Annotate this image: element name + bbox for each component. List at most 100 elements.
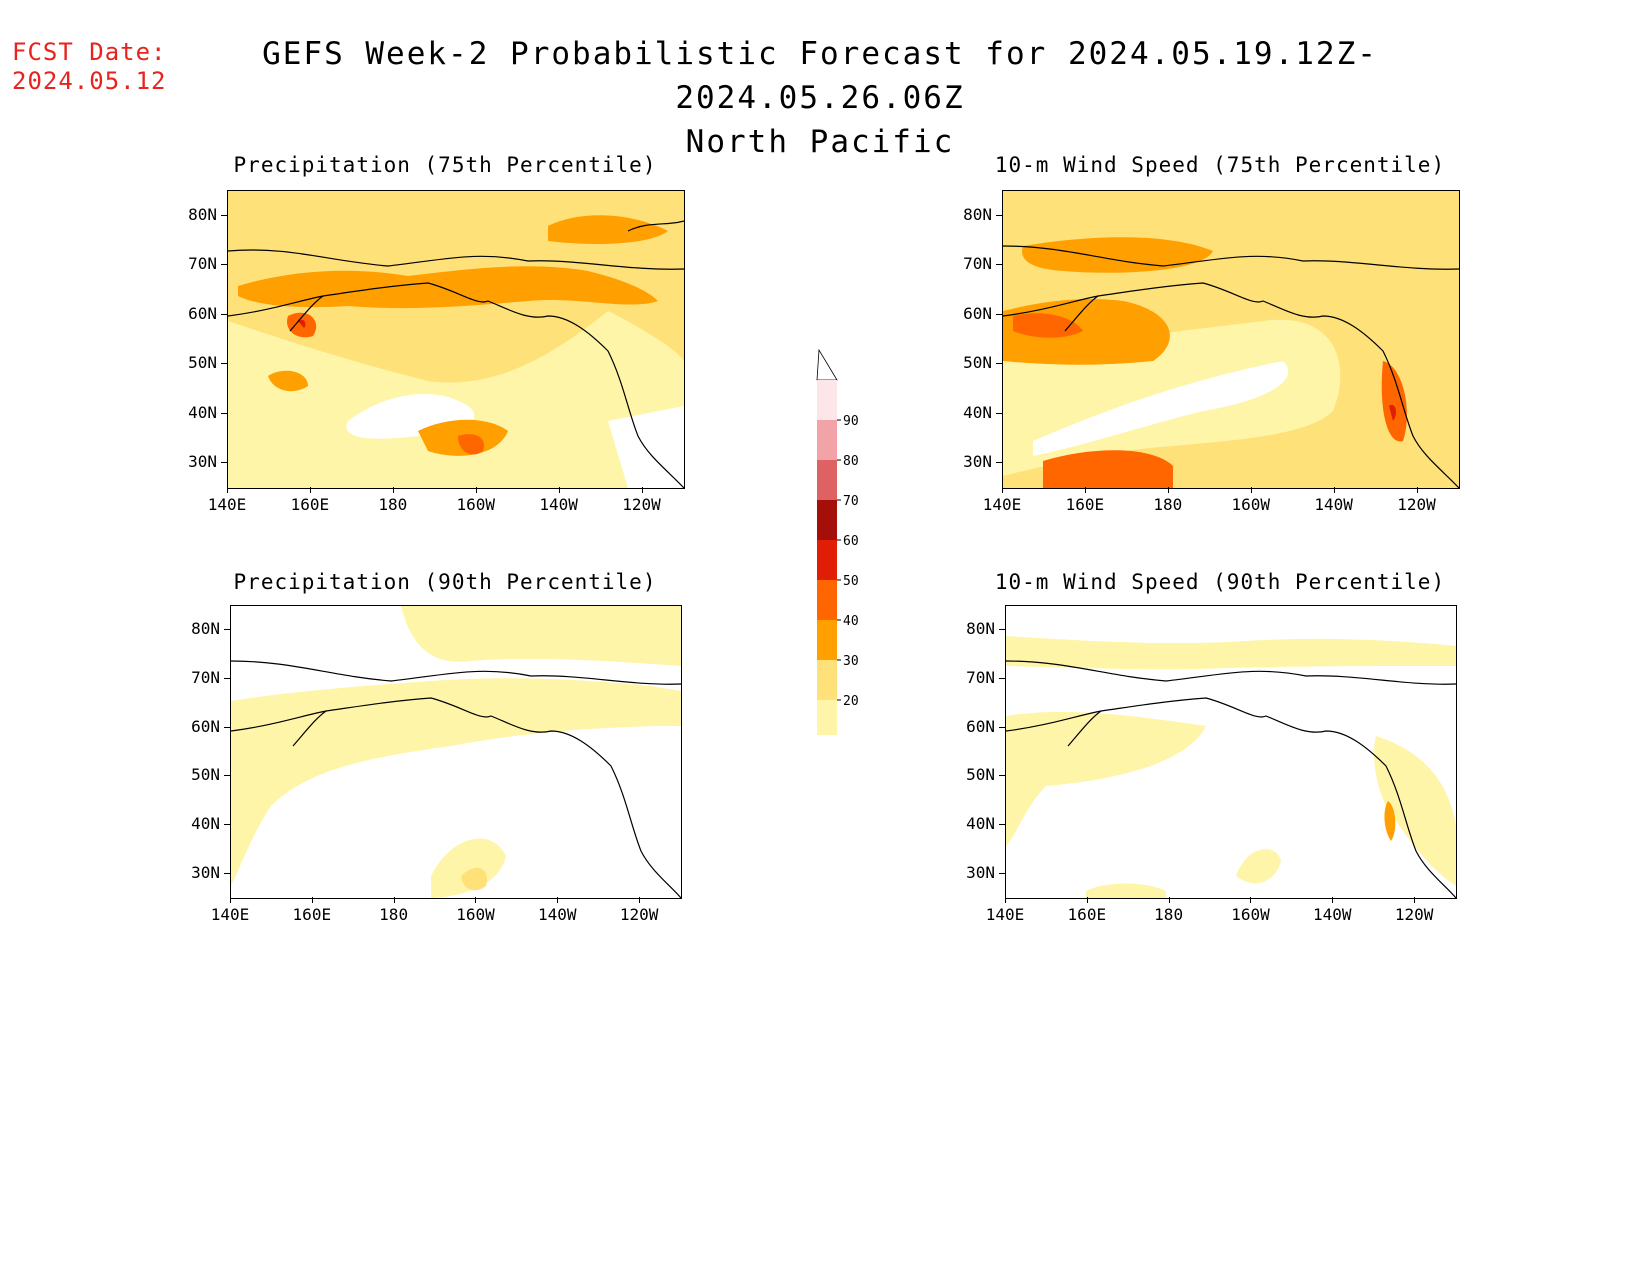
panel-title: Precipitation (90th Percentile): [233, 570, 657, 594]
lat-tick-mark: [221, 412, 227, 414]
lat-tick-mark: [224, 629, 230, 631]
lat-tick-label: 50N: [966, 765, 995, 785]
lat-tick-mark: [221, 264, 227, 266]
coastline: [1064, 295, 1099, 332]
lon-tick-label: 140E: [985, 905, 1025, 924]
forecast-date-label: FCST Date:: [12, 38, 167, 66]
colorbar-swatch: [817, 460, 837, 500]
forecast-date-value: 2024.05.12: [12, 67, 167, 95]
lat-tick-mark: [996, 412, 1002, 414]
lon-tick-label: 120W: [1397, 495, 1436, 514]
coastline: [228, 249, 684, 270]
field-blank-area: [1033, 361, 1289, 456]
colorbar-label: 70: [843, 494, 859, 509]
lon-tick-label: 140W: [538, 905, 577, 924]
colorbar-label: 20: [843, 694, 859, 709]
lat-tick-label: 60N: [963, 303, 992, 323]
lat-tick-mark: [996, 462, 1002, 464]
lon-tick-mark: [227, 487, 228, 493]
colorbar-label: 30: [843, 654, 859, 669]
panel-title: 10-m Wind Speed (90th Percentile): [994, 570, 1446, 594]
lat-tick-label: 70N: [188, 254, 217, 274]
field-level-40: [1381, 361, 1407, 442]
field-level-30: [548, 215, 668, 244]
lon-tick-mark: [475, 897, 477, 903]
lat-tick-mark: [999, 629, 1005, 631]
lat-tick-mark: [221, 313, 227, 315]
lon-tick-label: 160E: [292, 905, 332, 924]
page-title: GEFS Week-2 Probabilistic Forecast for 2…: [150, 32, 1490, 164]
field-level-30: [238, 266, 658, 309]
lat-tick-label: 40N: [191, 814, 220, 833]
title-line-2: North Pacific: [685, 124, 955, 160]
lon-tick-mark: [1167, 487, 1169, 493]
colorbar-label: 80: [843, 454, 859, 469]
colorbar-swatch: [817, 620, 837, 660]
lon-tick-label: 160W: [1231, 905, 1270, 924]
field-level-10: [1374, 736, 1456, 886]
field-level-10: [228, 311, 684, 488]
lat-tick-mark: [996, 214, 1002, 216]
colorbar-swatch: [817, 500, 837, 540]
lon-tick-mark: [475, 487, 477, 493]
field-level-10: [1006, 636, 1456, 670]
lat-tick-label: 40N: [966, 814, 995, 833]
lat-tick-label: 70N: [963, 254, 992, 274]
field-level-40: [1043, 450, 1173, 488]
lat-tick-label: 50N: [188, 353, 217, 373]
lon-tick-mark: [1086, 897, 1088, 903]
field-level-10: [231, 678, 681, 886]
colorbar-swatch: [817, 420, 837, 460]
colorbar-swatch: [817, 660, 837, 700]
lon-tick-label: 160E: [1067, 905, 1107, 924]
lon-tick-mark: [1250, 897, 1252, 903]
lat-tick-label: 80N: [966, 619, 995, 639]
lat-tick-label: 60N: [188, 303, 217, 323]
panel-wind-90: 10-m Wind Speed (90th Percentile) 80N 70N…: [940, 560, 1500, 940]
lat-tick-label: 60N: [966, 716, 995, 736]
lon-tick-mark: [311, 897, 313, 903]
lon-tick-label: 160W: [456, 905, 495, 924]
colorbar-label: 50: [843, 574, 859, 589]
panel-wind-75: 10-m Wind Speed (75th Percentile) 80N 70N…: [940, 145, 1500, 525]
lon-tick-mark: [557, 897, 559, 903]
colorbar: 90 80 70 60 50 40 30 20 10: [805, 335, 865, 779]
panel-title: 10-m Wind Speed (75th Percentile): [994, 153, 1446, 177]
lon-tick-mark: [1168, 897, 1170, 903]
lat-tick-label: 80N: [191, 619, 220, 639]
map-svg: [1006, 606, 1456, 898]
map-area: [1005, 605, 1457, 899]
lat-tick-label: 80N: [963, 204, 992, 224]
colorbar-swatch: [817, 580, 837, 620]
lat-tick-label: 80N: [188, 204, 217, 224]
field-level-10: [1006, 711, 1206, 846]
colorbar-swatch: [817, 540, 837, 580]
lon-tick-label: 120W: [622, 495, 661, 514]
lat-tick-mark: [996, 313, 1002, 315]
colorbar-svg: 90 80 70 60 50 40 30 20 10: [816, 348, 859, 779]
lat-tick-mark: [221, 214, 227, 216]
lat-tick-mark: [224, 678, 230, 679]
colorbar-swatch: [817, 380, 837, 420]
lat-tick-label: 70N: [191, 668, 220, 687]
lon-tick-mark: [393, 897, 395, 903]
field-level-10: [1236, 849, 1281, 884]
lon-tick-label: 120W: [1394, 905, 1434, 924]
lon-tick-mark: [392, 487, 394, 493]
lon-tick-label: 180: [1153, 495, 1183, 514]
lat-tick-label: 50N: [191, 765, 220, 785]
lon-tick-label: 140E: [207, 495, 247, 514]
colorbar-swatch: [817, 700, 837, 740]
field-level-10: [431, 838, 506, 898]
lat-tick-label: 70N: [966, 668, 995, 687]
lat-tick-label: 30N: [191, 862, 220, 882]
lon-tick-label: 160E: [1065, 495, 1105, 514]
coastline: [627, 220, 684, 232]
lat-tick-mark: [224, 775, 230, 777]
lon-tick-mark: [1332, 897, 1334, 903]
lat-tick-label: 40N: [188, 402, 217, 422]
coastline: [231, 660, 681, 685]
lon-tick-label: 140E: [982, 495, 1022, 514]
map-svg: [1003, 191, 1459, 488]
title-line-1: GEFS Week-2 Probabilistic Forecast for 2…: [262, 36, 1378, 116]
